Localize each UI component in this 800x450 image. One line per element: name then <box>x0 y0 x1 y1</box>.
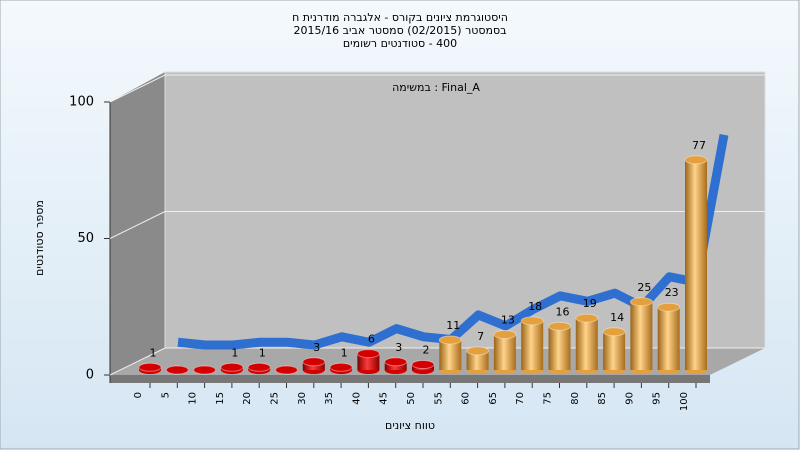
data-label: 1 <box>231 346 238 359</box>
bar-top <box>220 362 244 372</box>
data-label: 18 <box>528 300 542 313</box>
y-axis-label: מספר סטודנטים <box>33 200 46 276</box>
x-tick-label: 25 <box>270 392 281 405</box>
bar-top <box>193 365 217 375</box>
data-label: 2 <box>423 344 430 357</box>
data-label: 16 <box>556 305 570 318</box>
x-tick-label: 20 <box>242 392 253 405</box>
bar <box>685 159 707 370</box>
x-tick-label: 15 <box>215 392 226 405</box>
data-label: 1 <box>259 346 266 359</box>
data-label: 3 <box>395 341 402 354</box>
floor-edge <box>110 375 710 383</box>
data-label: 1 <box>150 346 157 359</box>
x-tick-label: 95 <box>652 392 663 405</box>
bar <box>521 320 544 370</box>
data-label: 14 <box>610 311 624 324</box>
bar-top <box>493 330 517 340</box>
bar-top <box>275 365 298 375</box>
x-tick-label: 85 <box>597 392 608 405</box>
data-label: 3 <box>313 341 320 354</box>
data-label: 25 <box>637 281 651 294</box>
bar <box>357 353 380 370</box>
x-tick-label: 0 <box>133 392 144 398</box>
x-tick-label: 90 <box>624 392 635 405</box>
x-tick-label: 30 <box>297 392 308 405</box>
bar-top <box>548 321 571 331</box>
chart-title: 400 - סטודנטים רשומים <box>343 37 457 50</box>
bar <box>630 301 653 370</box>
bar-top <box>629 297 653 307</box>
data-label: 11 <box>446 319 460 332</box>
floor <box>110 348 765 375</box>
annotation: Final_A : במשימה <box>392 81 480 94</box>
bar <box>575 318 598 370</box>
bar <box>657 307 680 370</box>
bar <box>548 326 571 370</box>
x-tick-label: 10 <box>188 392 199 405</box>
bar <box>493 334 516 370</box>
x-tick-label: 100 <box>679 392 690 411</box>
bar-top <box>602 327 626 337</box>
x-tick-label: 45 <box>379 392 390 405</box>
bar-top <box>138 362 162 372</box>
bar-top <box>302 357 326 367</box>
x-tick-label: 75 <box>543 392 554 405</box>
data-label: 6 <box>368 333 375 346</box>
bar-top <box>356 349 380 359</box>
grid-line <box>109 347 166 376</box>
data-label: 13 <box>501 314 515 327</box>
x-tick-label: 40 <box>351 392 362 405</box>
x-tick-label: 5 <box>160 392 171 398</box>
bar <box>466 350 489 370</box>
bar-top <box>575 313 599 323</box>
grid-line <box>109 74 166 103</box>
bar-top <box>247 362 271 372</box>
chart-title: בסמסטר (02/2015) סמסטר אביב 2015/16 <box>293 24 506 37</box>
x-tick-label: 80 <box>570 392 581 405</box>
bar <box>302 361 325 370</box>
data-label: 19 <box>583 297 597 310</box>
bar <box>439 339 462 370</box>
data-label: 1 <box>341 346 348 359</box>
x-axis-label: טווח ציונים <box>385 419 435 432</box>
x-tick-label: 60 <box>461 392 472 405</box>
bar <box>603 331 626 370</box>
chart-title: היסטוגרמת ציונים בקורס - אלגברה מודרנית … <box>292 11 508 24</box>
data-label: 7 <box>477 330 484 343</box>
x-tick-label: 70 <box>515 392 526 405</box>
x-tick-label: 35 <box>324 392 335 405</box>
y-tick-label: 0 <box>86 368 94 383</box>
bar-top <box>165 365 189 375</box>
x-tick-label: 50 <box>406 392 417 405</box>
bar-top <box>466 346 490 356</box>
grid-line <box>109 211 166 239</box>
x-tick-label: 65 <box>488 392 499 405</box>
x-tick-label: 55 <box>433 392 444 405</box>
y-tick-label: 50 <box>77 231 94 246</box>
bar-top <box>684 155 708 165</box>
bar-top <box>657 302 681 312</box>
bar-top <box>384 357 408 367</box>
bar-top <box>438 335 462 345</box>
bar-top <box>411 360 435 370</box>
bar-top <box>329 362 353 372</box>
data-label: 77 <box>692 139 706 152</box>
side-wall <box>110 72 165 375</box>
bar-top <box>520 316 544 326</box>
y-tick-label: 100 <box>69 95 94 110</box>
bar <box>384 361 407 370</box>
data-label: 23 <box>665 286 679 299</box>
